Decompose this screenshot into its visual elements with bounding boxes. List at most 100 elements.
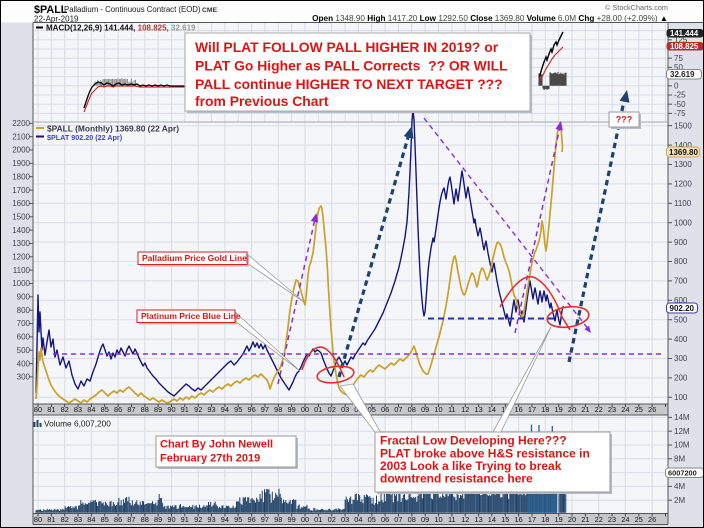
- svg-text:87: 87: [127, 515, 135, 524]
- svg-text:Volume 6,007,200: Volume 6,007,200: [44, 419, 111, 429]
- svg-text:$PALL: $PALL: [34, 4, 68, 16]
- svg-text:Will PLAT FOLLOW PALL HIGHER I: Will PLAT FOLLOW PALL HIGHER IN 2019? or: [195, 39, 499, 55]
- svg-text:84: 84: [87, 405, 95, 414]
- svg-text:06: 06: [381, 405, 389, 414]
- svg-text:Open 1348.90 High 1417.20 Low: Open 1348.90 High 1417.20 Low 1292.50 Cl…: [312, 14, 668, 23]
- svg-text:09: 09: [421, 405, 429, 414]
- svg-text:2003 Look a like Trying to bre: 2003 Look a like Trying to break: [380, 459, 562, 473]
- svg-text:6007200: 6007200: [668, 469, 697, 478]
- svg-text:00: 00: [301, 405, 309, 414]
- svg-text:1400: 1400: [674, 141, 692, 150]
- svg-text:10: 10: [434, 405, 442, 414]
- svg-text:96: 96: [247, 405, 255, 414]
- svg-text:1100: 1100: [674, 199, 692, 208]
- svg-text:00: 00: [301, 515, 309, 524]
- svg-text:© StockCharts.com: © StockCharts.com: [605, 3, 668, 12]
- svg-text:05: 05: [368, 515, 376, 524]
- svg-text:1400: 1400: [12, 226, 30, 235]
- svg-text:96: 96: [247, 515, 255, 524]
- svg-text:24: 24: [621, 405, 629, 414]
- svg-text:92: 92: [194, 515, 202, 524]
- svg-text:04: 04: [354, 515, 362, 524]
- svg-text:PLAT broke above H&S resistanc: PLAT broke above H&S resistance in: [380, 446, 590, 460]
- svg-text:05: 05: [368, 405, 376, 414]
- svg-text:1700: 1700: [12, 186, 30, 195]
- svg-text:83: 83: [74, 515, 82, 524]
- svg-text:07: 07: [394, 405, 402, 414]
- svg-text:1200: 1200: [674, 180, 692, 189]
- svg-text:400: 400: [674, 335, 688, 344]
- svg-text:500: 500: [17, 346, 31, 355]
- svg-text:08: 08: [408, 515, 416, 524]
- svg-text:4M: 4M: [674, 482, 685, 491]
- svg-text:80: 80: [34, 405, 42, 414]
- svg-text:84: 84: [87, 515, 95, 524]
- svg-text:600: 600: [674, 296, 688, 305]
- svg-text:94: 94: [221, 515, 229, 524]
- svg-text:88: 88: [141, 405, 149, 414]
- svg-text:15: 15: [501, 515, 509, 524]
- svg-text:14M: 14M: [674, 413, 690, 422]
- svg-text:-50: -50: [674, 100, 686, 109]
- svg-text:17: 17: [528, 405, 536, 414]
- svg-text:08: 08: [408, 405, 416, 414]
- svg-text:600: 600: [17, 333, 31, 342]
- svg-text:2M: 2M: [674, 496, 685, 505]
- svg-text:06: 06: [381, 515, 389, 524]
- svg-text:1200: 1200: [12, 253, 30, 262]
- svg-text:01: 01: [314, 515, 322, 524]
- svg-text:12M: 12M: [674, 427, 690, 436]
- svg-text:12: 12: [461, 405, 469, 414]
- svg-text:MACD(12,26,9) 141.444, 108.825: MACD(12,26,9) 141.444, 108.825, 32.619: [46, 24, 196, 33]
- svg-text:8M: 8M: [674, 455, 685, 464]
- svg-text:23: 23: [608, 515, 616, 524]
- svg-text:500: 500: [674, 315, 688, 324]
- svg-text:400: 400: [17, 359, 31, 368]
- svg-text:25: 25: [635, 515, 643, 524]
- svg-text:$PLAT 902.20 (22 Apr): $PLAT 902.20 (22 Apr): [47, 133, 123, 142]
- svg-text:0: 0: [674, 82, 679, 91]
- svg-text:97: 97: [261, 515, 269, 524]
- svg-text:86: 86: [114, 515, 122, 524]
- svg-text:80: 80: [34, 515, 42, 524]
- svg-text:26: 26: [648, 515, 656, 524]
- svg-text:81: 81: [47, 515, 55, 524]
- svg-text:108.825: 108.825: [670, 42, 699, 51]
- svg-text:85: 85: [101, 515, 109, 524]
- svg-text:90: 90: [167, 405, 175, 414]
- svg-text:25: 25: [635, 405, 643, 414]
- svg-text:-75: -75: [674, 109, 686, 118]
- svg-text:Chart By John Newell: Chart By John Newell: [160, 439, 273, 451]
- svg-text:07: 07: [394, 515, 402, 524]
- svg-text:16: 16: [514, 405, 522, 414]
- svg-text:-25: -25: [674, 91, 686, 100]
- svg-text:13: 13: [474, 405, 482, 414]
- svg-text:50: 50: [674, 63, 683, 72]
- svg-text:02: 02: [328, 515, 336, 524]
- svg-text:18: 18: [541, 515, 549, 524]
- svg-text:300: 300: [17, 373, 31, 382]
- svg-text:21: 21: [581, 405, 589, 414]
- svg-text:300: 300: [674, 354, 688, 363]
- svg-text:900: 900: [17, 293, 31, 302]
- svg-text:12: 12: [461, 515, 469, 524]
- svg-text:CME: CME: [202, 7, 218, 14]
- svg-text:98: 98: [274, 515, 282, 524]
- svg-text:82: 82: [61, 405, 69, 414]
- svg-text:Palladium - Continuous Contrac: Palladium - Continuous Contract (EOD): [64, 5, 201, 14]
- svg-text:800: 800: [17, 306, 31, 315]
- svg-text:11: 11: [448, 405, 456, 414]
- svg-text:75: 75: [674, 54, 683, 63]
- svg-text:14: 14: [488, 405, 496, 414]
- svg-text:24: 24: [621, 515, 629, 524]
- svg-text:Palladium Price Gold Line: Palladium Price Gold Line: [142, 253, 247, 263]
- svg-text:2100: 2100: [12, 132, 30, 141]
- svg-text:85: 85: [101, 405, 109, 414]
- svg-text:09: 09: [421, 515, 429, 524]
- svg-text:95: 95: [234, 405, 242, 414]
- svg-text:98: 98: [274, 405, 282, 414]
- svg-text:94: 94: [221, 405, 229, 414]
- svg-text:82: 82: [61, 515, 69, 524]
- svg-text:1600: 1600: [12, 199, 30, 208]
- svg-text:81: 81: [47, 405, 55, 414]
